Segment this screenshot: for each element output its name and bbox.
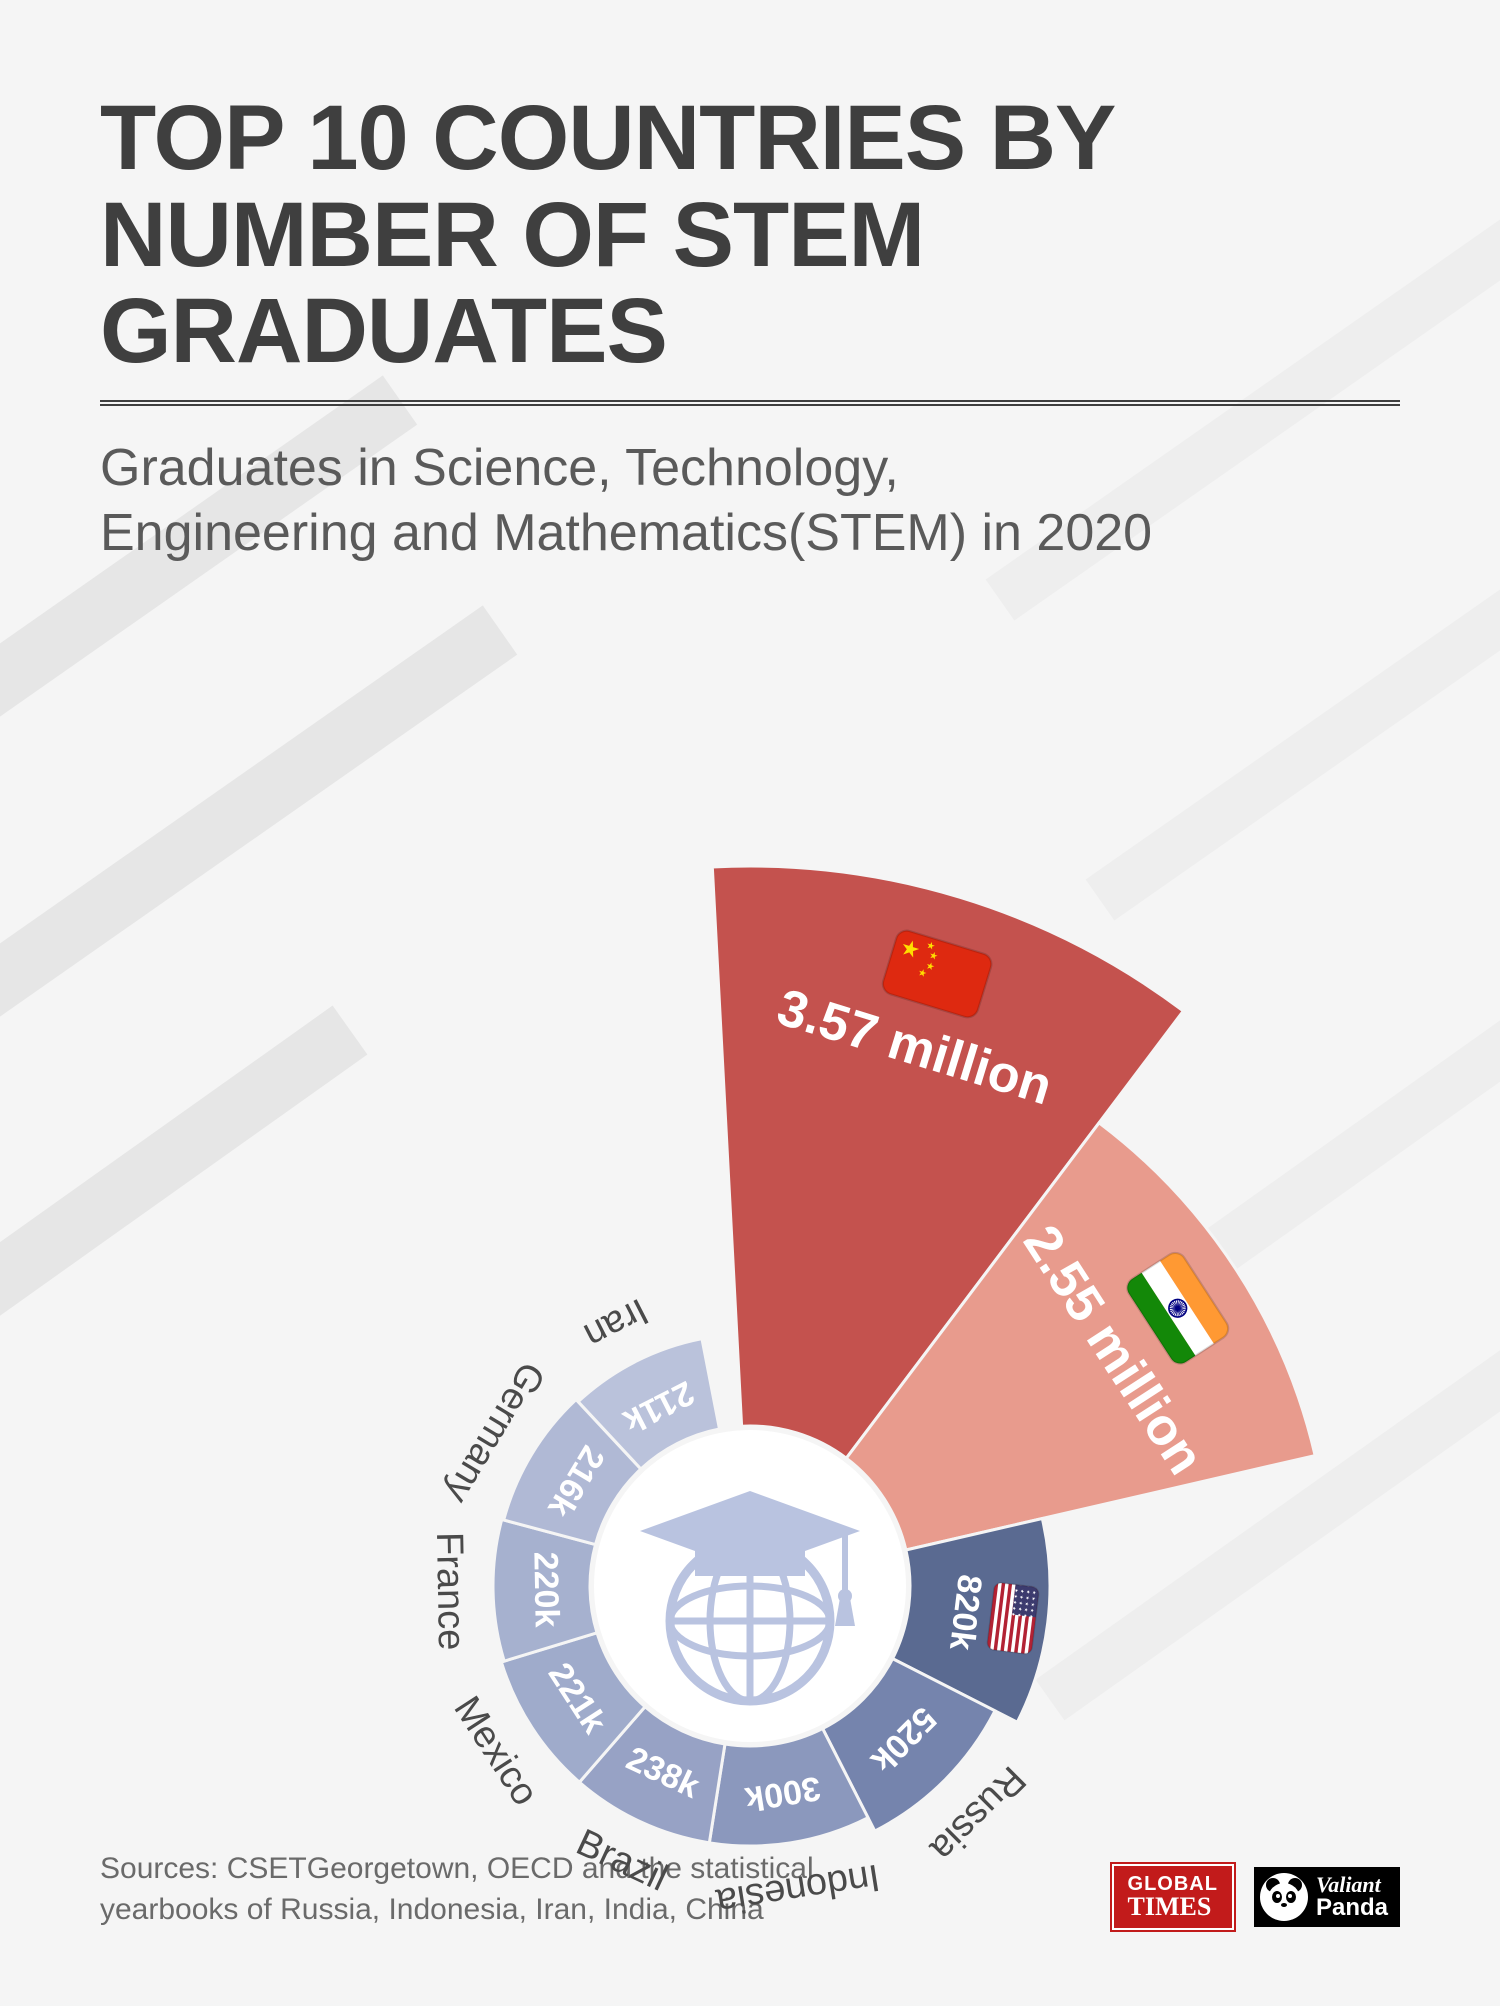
subtitle-line-1: Graduates in Science, Technology, (100, 439, 899, 497)
title-divider (100, 400, 1400, 406)
subtitle: Graduates in Science, Technology, Engine… (100, 436, 1400, 566)
slice-country-label: Iran (577, 1289, 654, 1356)
slice-country-label: Indonesia (712, 1855, 882, 1922)
subtitle-line-2: Engineering and Mathematics(STEM) in 202… (100, 504, 1152, 562)
page-title: TOP 10 COUNTRIES BY NUMBER OF STEM GRADU… (100, 90, 1400, 380)
slice-value-label: 220k (526, 1551, 565, 1627)
title-line-1: TOP 10 COUNTRIES BY (100, 87, 1115, 189)
usa-flag-icon (987, 1582, 1040, 1654)
slice-country-label: Brazil (570, 1821, 674, 1899)
title-line-2: NUMBER OF STEM GRADUATES (100, 184, 924, 383)
polar-area-chart: ★★★★★★★★★★★★★★★★★★★★★★★★★3.57 million2.5… (100, 596, 1400, 1946)
slice-country-label: France (428, 1532, 472, 1651)
